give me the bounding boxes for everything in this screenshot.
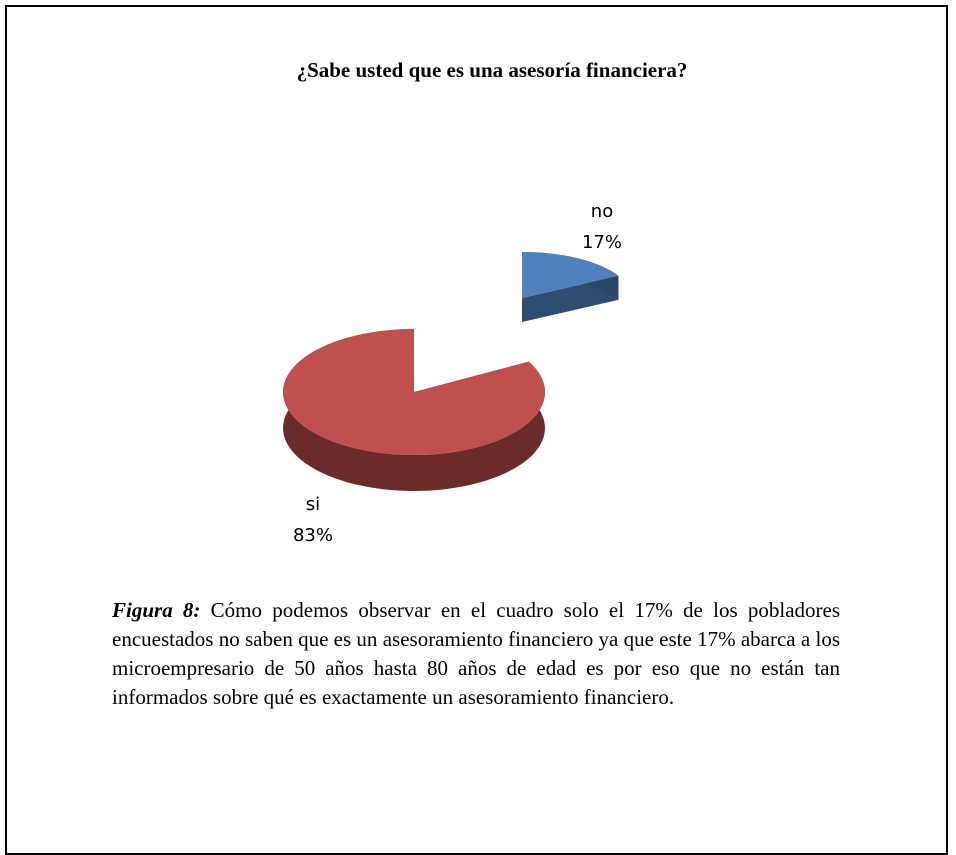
caption-label: Figura 8: bbox=[112, 598, 201, 622]
caption-text: Cómo podemos observar en el cuadro solo … bbox=[112, 598, 840, 709]
caption: Figura 8: Cómo podemos observar en el cu… bbox=[112, 596, 840, 712]
slice-value-label: 17% bbox=[582, 232, 622, 253]
slice-value-label: 83% bbox=[293, 525, 333, 546]
chart-title: ¿Sabe usted que es una asesoría financie… bbox=[297, 58, 688, 82]
slice-category-label: no bbox=[591, 201, 613, 222]
slice-wall bbox=[522, 275, 619, 322]
slice bbox=[283, 329, 545, 455]
slice bbox=[522, 252, 619, 298]
slice-category-label: si bbox=[306, 494, 320, 515]
